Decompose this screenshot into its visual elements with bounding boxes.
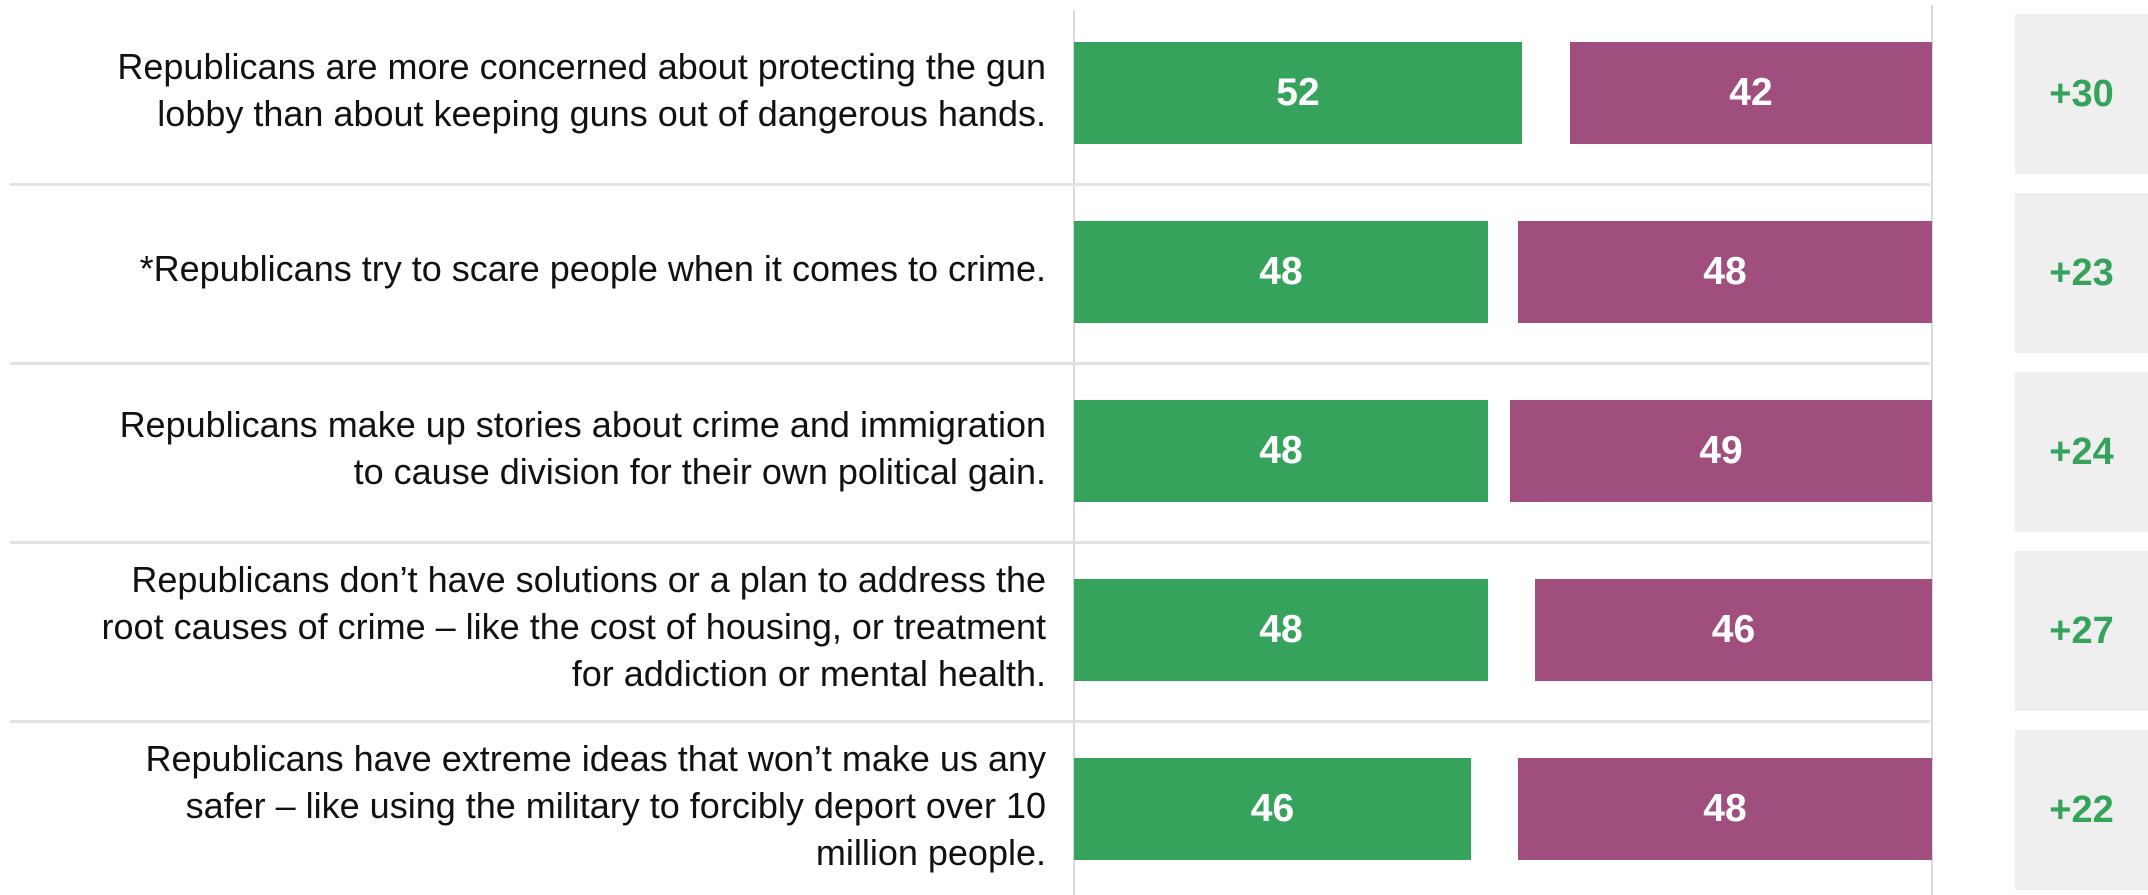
bar-series-b: 46 [1535, 579, 1932, 681]
category-label-line: root causes of crime – like the cost of … [101, 606, 1046, 647]
data-label-series-b: 48 [1703, 250, 1747, 293]
category-label-line: safer – like using the military to forci… [185, 785, 1046, 826]
chart-row: Republicans have extreme ideas that won’… [0, 716, 2148, 895]
net-value: +23 [2015, 193, 2148, 353]
category-label: Republicans are more concerned about pro… [0, 0, 1046, 179]
category-label: *Republicans try to scare people when it… [0, 179, 1046, 358]
category-label: Republicans don’t have solutions or a pl… [0, 537, 1046, 716]
bar-series-a: 48 [1074, 579, 1488, 681]
chart-row: Republicans don’t have solutions or a pl… [0, 537, 2148, 716]
bar-series-a: 52 [1074, 42, 1522, 144]
row-separator [10, 183, 1930, 186]
category-label-line: Republicans are more concerned about pro… [117, 45, 1046, 87]
category-label-line: to cause division for their own politica… [353, 450, 1046, 492]
category-label: Republicans make up stories about crime … [0, 358, 1046, 537]
bar-series-a: 48 [1074, 221, 1488, 323]
category-label: Republicans have extreme ideas that won’… [0, 716, 1047, 895]
chart-row: Republicans are more concerned about pro… [0, 0, 2148, 179]
data-label-series-a: 52 [1276, 71, 1320, 114]
bar-series-b: 49 [1510, 400, 1932, 502]
data-label-series-a: 46 [1250, 787, 1295, 830]
data-label-series-a: 48 [1259, 429, 1303, 472]
category-label-line: *Republicans try to scare people when it… [139, 248, 1046, 289]
category-label-line: Republicans have extreme ideas that won’… [145, 738, 1047, 779]
net-value: +27 [2015, 551, 2148, 711]
row-separator [10, 362, 1930, 365]
chart-row: Republicans make up stories about crime … [0, 358, 2148, 537]
data-label-series-b: 42 [1729, 71, 1773, 114]
category-label-line: lobby than about keeping guns out of dan… [157, 92, 1046, 134]
row-separator [10, 720, 1930, 723]
bar-series-b: 48 [1518, 758, 1932, 860]
chart-row: *Republicans try to scare people when it… [0, 179, 2148, 358]
data-label-series-b: 49 [1699, 429, 1743, 472]
data-label-series-a: 48 [1259, 250, 1303, 293]
bar-series-b: 48 [1518, 221, 1932, 323]
net-value: +30 [2015, 14, 2148, 174]
category-label-line: million people. [815, 832, 1046, 873]
bar-series-b: 42 [1570, 42, 1932, 144]
row-separator [10, 541, 1930, 544]
bar-series-a: 48 [1074, 400, 1488, 502]
category-label-line: Republicans make up stories about crime … [119, 403, 1046, 445]
data-label-series-a: 48 [1259, 608, 1303, 651]
data-label-series-b: 48 [1703, 787, 1747, 830]
net-value: +22 [2015, 730, 2148, 890]
category-label-line: for addiction or mental health. [571, 653, 1046, 694]
axis-line-right [1931, 5, 1933, 895]
bar-series-a: 46 [1074, 758, 1471, 860]
data-label-series-b: 46 [1711, 608, 1756, 651]
net-value: +24 [2015, 372, 2148, 532]
category-label-line: Republicans don’t have solutions or a pl… [131, 559, 1046, 600]
